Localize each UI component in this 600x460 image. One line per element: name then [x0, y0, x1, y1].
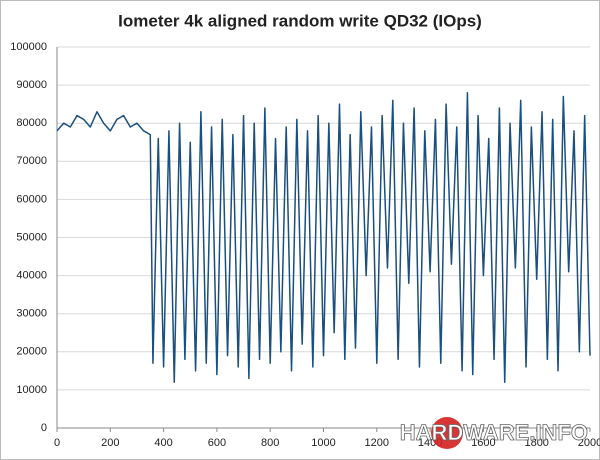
x-tick-label: 800 — [261, 437, 279, 449]
data-line — [56, 91, 591, 384]
watermark-logo — [431, 417, 463, 449]
x-tick-label: 1800 — [524, 437, 548, 449]
y-tick-label: 40000 — [16, 270, 47, 282]
x-tick-label: 200 — [101, 437, 119, 449]
y-tick-label: 50000 — [16, 231, 47, 243]
y-tick-label: 0 — [41, 422, 47, 434]
y-tick-label: 20000 — [16, 346, 47, 358]
x-tick-label: 1600 — [471, 437, 495, 449]
y-tick-label: 30000 — [16, 308, 47, 320]
watermark-text: HARDWARE.INFO — [400, 420, 588, 445]
x-tick-label: 1200 — [365, 437, 389, 449]
y-tick-label: 90000 — [16, 79, 47, 91]
x-tick-label: 600 — [208, 437, 226, 449]
x-tick-label: 400 — [154, 437, 172, 449]
y-tick-label: 60000 — [16, 193, 47, 205]
x-tick-label: 2000 — [578, 437, 600, 449]
y-tick-label: 70000 — [16, 155, 47, 167]
x-tick-label: 1000 — [311, 437, 335, 449]
y-tick-label: 100000 — [10, 41, 47, 53]
y-tick-label: 10000 — [16, 384, 47, 396]
y-tick-label: 80000 — [16, 117, 47, 129]
watermark: HARDWARE.INFO — [399, 417, 588, 449]
plot-area: 0100002000030000400005000060000700008000… — [10, 41, 600, 449]
x-tick-label: 0 — [54, 437, 60, 449]
chart-title: Iometer 4k aligned random write QD32 (IO… — [118, 11, 482, 30]
